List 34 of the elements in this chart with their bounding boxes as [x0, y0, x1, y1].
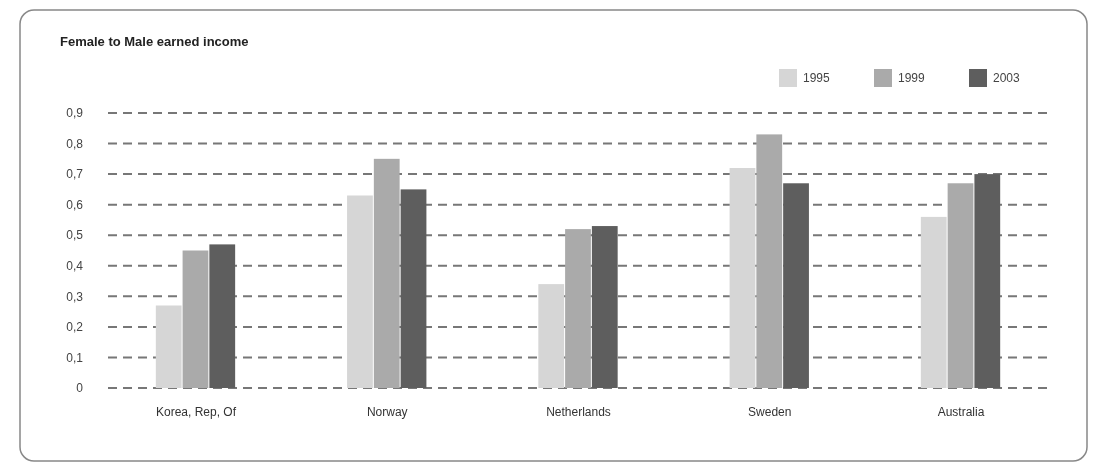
- bar: [182, 250, 209, 388]
- x-tick-label: Sweden: [748, 405, 792, 419]
- y-tick-label: 0,5: [66, 228, 84, 243]
- bar: [729, 168, 756, 388]
- bar: [947, 183, 974, 388]
- x-tick-label: Netherlands: [546, 405, 611, 419]
- bar: [756, 134, 783, 388]
- bar: [591, 226, 618, 388]
- bar: [920, 216, 947, 388]
- y-tick-label: 0,2: [66, 320, 84, 335]
- y-tick-label: 0: [76, 381, 84, 396]
- y-tick-label: 0,7: [66, 167, 84, 182]
- bar: [974, 174, 1001, 388]
- legend-label: 1995: [803, 71, 831, 86]
- y-tick-label: 0,6: [66, 197, 84, 212]
- y-tick-label: 0,4: [66, 258, 84, 273]
- chart-title: Female to Male earned income: [60, 34, 249, 49]
- x-tick-label: Korea, Rep, Of: [155, 405, 237, 419]
- bar: [400, 189, 427, 388]
- bar: [347, 195, 373, 388]
- x-tick-label: Australia: [937, 405, 985, 419]
- bar: [209, 244, 236, 388]
- bar: [783, 183, 809, 388]
- bar: [155, 305, 182, 388]
- bar: [373, 158, 400, 388]
- legend-label: 2003: [993, 71, 1021, 86]
- y-tick-label: 0,9: [66, 106, 84, 121]
- y-tick-label: 0,8: [66, 136, 84, 151]
- y-tick-label: 0,3: [66, 289, 84, 304]
- y-tick-label: 0,1: [66, 350, 84, 365]
- bar: [538, 284, 565, 388]
- legend-label: 1999: [898, 71, 926, 86]
- bar: [565, 229, 591, 388]
- x-tick-label: Norway: [366, 405, 408, 419]
